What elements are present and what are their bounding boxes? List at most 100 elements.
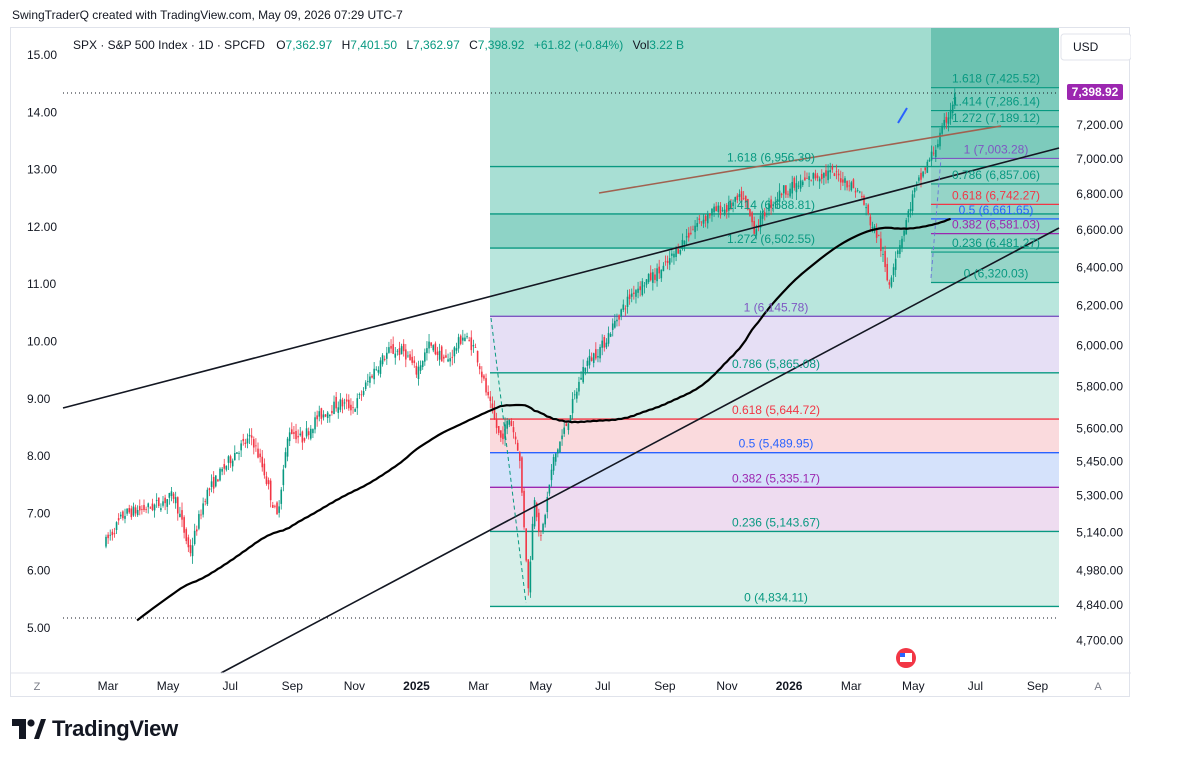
currency-selector[interactable]: USD [1060, 33, 1131, 61]
candle [128, 504, 131, 514]
candle [939, 128, 941, 150]
chart-frame[interactable]: 1.618 (6,956.39) 1.414 (6,688.81) 1.272 (6… [10, 27, 1131, 698]
candle-body [434, 343, 437, 355]
candle-body [939, 132, 941, 147]
candle [785, 185, 787, 198]
candle [907, 208, 910, 223]
candle [293, 426, 295, 440]
candle [823, 172, 825, 186]
fib-label-0.236: 0.236 (5,143.67) [732, 515, 820, 529]
candle-body [265, 476, 268, 484]
candle [842, 172, 844, 187]
candle [947, 111, 950, 132]
candle [107, 532, 109, 544]
candle-body [639, 286, 641, 291]
candle-body [316, 415, 318, 420]
candle-body [210, 481, 213, 487]
candle [386, 346, 388, 365]
candle [109, 529, 112, 541]
candle-body [428, 341, 430, 349]
candle [677, 243, 679, 255]
candle [934, 145, 937, 162]
candle-body [588, 355, 591, 366]
candle-body [519, 452, 521, 461]
candle-body [274, 505, 276, 507]
axis-a-button[interactable]: A [1094, 681, 1102, 693]
fib-small-label-0: 0 (6,320.03) [964, 267, 1029, 281]
candle-body [367, 381, 369, 382]
candle [599, 344, 601, 363]
candle [869, 213, 872, 232]
candle-body [899, 245, 901, 254]
candle [732, 199, 734, 213]
candle-body [842, 179, 844, 183]
candle-body [618, 315, 620, 320]
flag-icon[interactable] [896, 648, 916, 668]
candle [744, 195, 747, 208]
candle [269, 478, 272, 508]
candle [924, 167, 927, 175]
candle [198, 510, 200, 531]
price-chart[interactable]: 1.618 (6,956.39) 1.414 (6,688.81) 1.272 (6… [11, 28, 1131, 698]
projection-small-dashed [930, 157, 942, 279]
candle [153, 503, 156, 518]
time-axis-label: 2025 [403, 679, 430, 693]
candle [833, 172, 836, 177]
candle-body [419, 365, 422, 371]
candle [930, 145, 933, 167]
candle-body [692, 229, 694, 231]
candle [660, 269, 663, 282]
fib-zone-0.618 [490, 419, 1059, 453]
candle-body [113, 533, 116, 535]
candle-body [225, 465, 228, 470]
candle [221, 466, 223, 476]
candle [546, 491, 549, 519]
legend-change: +61.82 (+0.84%) [534, 38, 623, 52]
price-axis-tick: 6,600.00 [1076, 223, 1123, 237]
candle-body [174, 497, 177, 504]
time-axis-label: Mar [841, 679, 862, 693]
candle [875, 223, 878, 243]
candle-body [483, 375, 485, 379]
candle [470, 330, 473, 356]
candle-body [810, 179, 813, 181]
candle [210, 474, 213, 493]
candle-body [597, 355, 599, 358]
candle [468, 336, 470, 342]
candle-body [324, 414, 327, 417]
candle-body [582, 366, 584, 383]
candle [371, 374, 373, 379]
candle-body [905, 220, 908, 235]
candle [134, 504, 137, 517]
candle [880, 231, 882, 257]
candle-body [937, 144, 939, 148]
candle-body [343, 402, 346, 404]
candle [645, 279, 648, 288]
candle [164, 494, 166, 511]
candle-body [698, 218, 701, 220]
candle [639, 281, 641, 297]
candle [181, 502, 183, 528]
time-axis-z-button[interactable]: Z [34, 681, 41, 693]
candle [303, 437, 306, 443]
candle [111, 528, 114, 541]
left-axis-tick: 9.00 [27, 392, 51, 406]
candle-body [599, 346, 601, 359]
fib-small-label-0.618: 0.618 (6,742.27) [952, 188, 1040, 202]
candle-body [586, 360, 589, 367]
candle [331, 404, 333, 416]
candle [877, 234, 880, 237]
candle [430, 342, 432, 348]
candle-body [303, 438, 306, 441]
candle-body [402, 343, 405, 352]
candle-body [609, 334, 612, 337]
candle-body [804, 177, 806, 181]
candle [212, 471, 215, 494]
candle-body [740, 191, 743, 202]
candle-body [107, 534, 109, 539]
candle-body [320, 408, 323, 419]
fib-small-zone-0.236 [931, 252, 1059, 283]
candle [668, 250, 671, 271]
price-axis-tick: 4,840.00 [1076, 598, 1123, 612]
candle-body [839, 178, 842, 183]
